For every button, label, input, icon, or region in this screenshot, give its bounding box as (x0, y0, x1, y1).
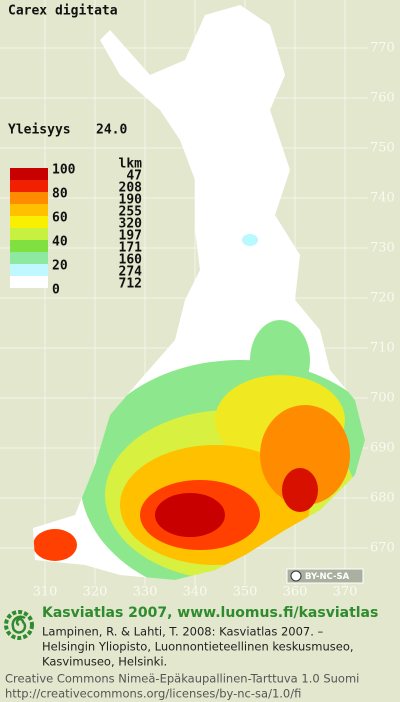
count-value: 197 (119, 229, 142, 244)
legend-swatch (10, 276, 48, 288)
easting-label: 360 (283, 585, 308, 600)
count-value: 160 (119, 253, 143, 268)
legend-swatch (10, 252, 48, 264)
legend-swatch (10, 204, 48, 216)
legend-swatch (10, 228, 48, 240)
scale-label: 60 (52, 211, 68, 226)
legend: lkm 100 80 60 40 20 0 472081902553201971711602… (10, 157, 142, 298)
license-badge: BY-NC-SA (286, 568, 364, 584)
easting-label: 370 (333, 585, 358, 600)
citation-line: Helsingin Yliopisto, Luonnontieteellinen… (42, 640, 354, 654)
legend-swatch (10, 168, 48, 180)
site-title: Kasviatlas 2007, www.luomus.fi/kasviatla… (42, 605, 378, 621)
scale-label: 100 (52, 163, 76, 178)
easting-label: 330 (133, 585, 158, 600)
badge-icon (290, 570, 302, 582)
count-value: 190 (119, 193, 143, 208)
legend-swatch (10, 180, 48, 192)
legend-swatch (10, 216, 48, 228)
index-value: 24.0 (96, 123, 127, 138)
citation-line: Lampinen, R. & Lahti, T. 2008: Kasviatla… (42, 625, 324, 639)
logo (4, 610, 34, 640)
legend-swatch (10, 192, 48, 204)
northing-label: 760 (370, 91, 395, 106)
northing-label: 710 (370, 341, 395, 356)
license-line: http://creativecommons.org/licenses/by-n… (5, 687, 301, 701)
northing-label: 720 (370, 291, 395, 306)
scale-label: 0 (52, 283, 60, 298)
count-value: 320 (119, 217, 143, 232)
scale-label: 40 (52, 235, 68, 250)
logo-spiral (11, 615, 27, 634)
heat-zone (155, 493, 225, 537)
legend-swatch (10, 240, 48, 252)
count-label: lkm (119, 157, 143, 172)
northing-label: 750 (370, 141, 395, 156)
heat-zone (260, 405, 350, 505)
count-value: 712 (119, 277, 142, 292)
logo-ring (4, 610, 34, 640)
northing-label: 730 (370, 241, 395, 256)
species-title: Carex digitata (8, 4, 118, 19)
northing-label: 670 (370, 541, 395, 556)
badge-box (286, 568, 364, 584)
count-value: 208 (119, 181, 143, 196)
scale-label: 20 (52, 259, 68, 274)
easting-label: 310 (33, 585, 58, 600)
count-value: 171 (119, 241, 143, 256)
count-value: 255 (119, 205, 142, 220)
northing-label: 700 (370, 391, 395, 406)
heat-zone (282, 468, 318, 512)
license-line: Creative Commons Nimeä-Epäkaupallinen-Ta… (5, 672, 359, 686)
northing-label: 680 (370, 491, 395, 506)
citation-line: Kasvimuseo, Helsinki. (42, 655, 167, 669)
northing-label: 690 (370, 441, 395, 456)
badge-text: BY-NC-SA (305, 572, 350, 582)
northing-label: 740 (370, 191, 395, 206)
heat-zone (33, 529, 77, 561)
legend-swatch (10, 264, 48, 276)
heat-zone (242, 234, 258, 246)
northing-label: 770 (370, 41, 395, 56)
index-label: Yleisyys (8, 123, 71, 138)
count-value: 47 (126, 169, 142, 184)
count-value: 274 (119, 265, 143, 280)
scale-label: 80 (52, 187, 68, 202)
easting-label: 340 (183, 585, 208, 600)
easting-label: 320 (83, 585, 108, 600)
easting-label: 350 (233, 585, 258, 600)
